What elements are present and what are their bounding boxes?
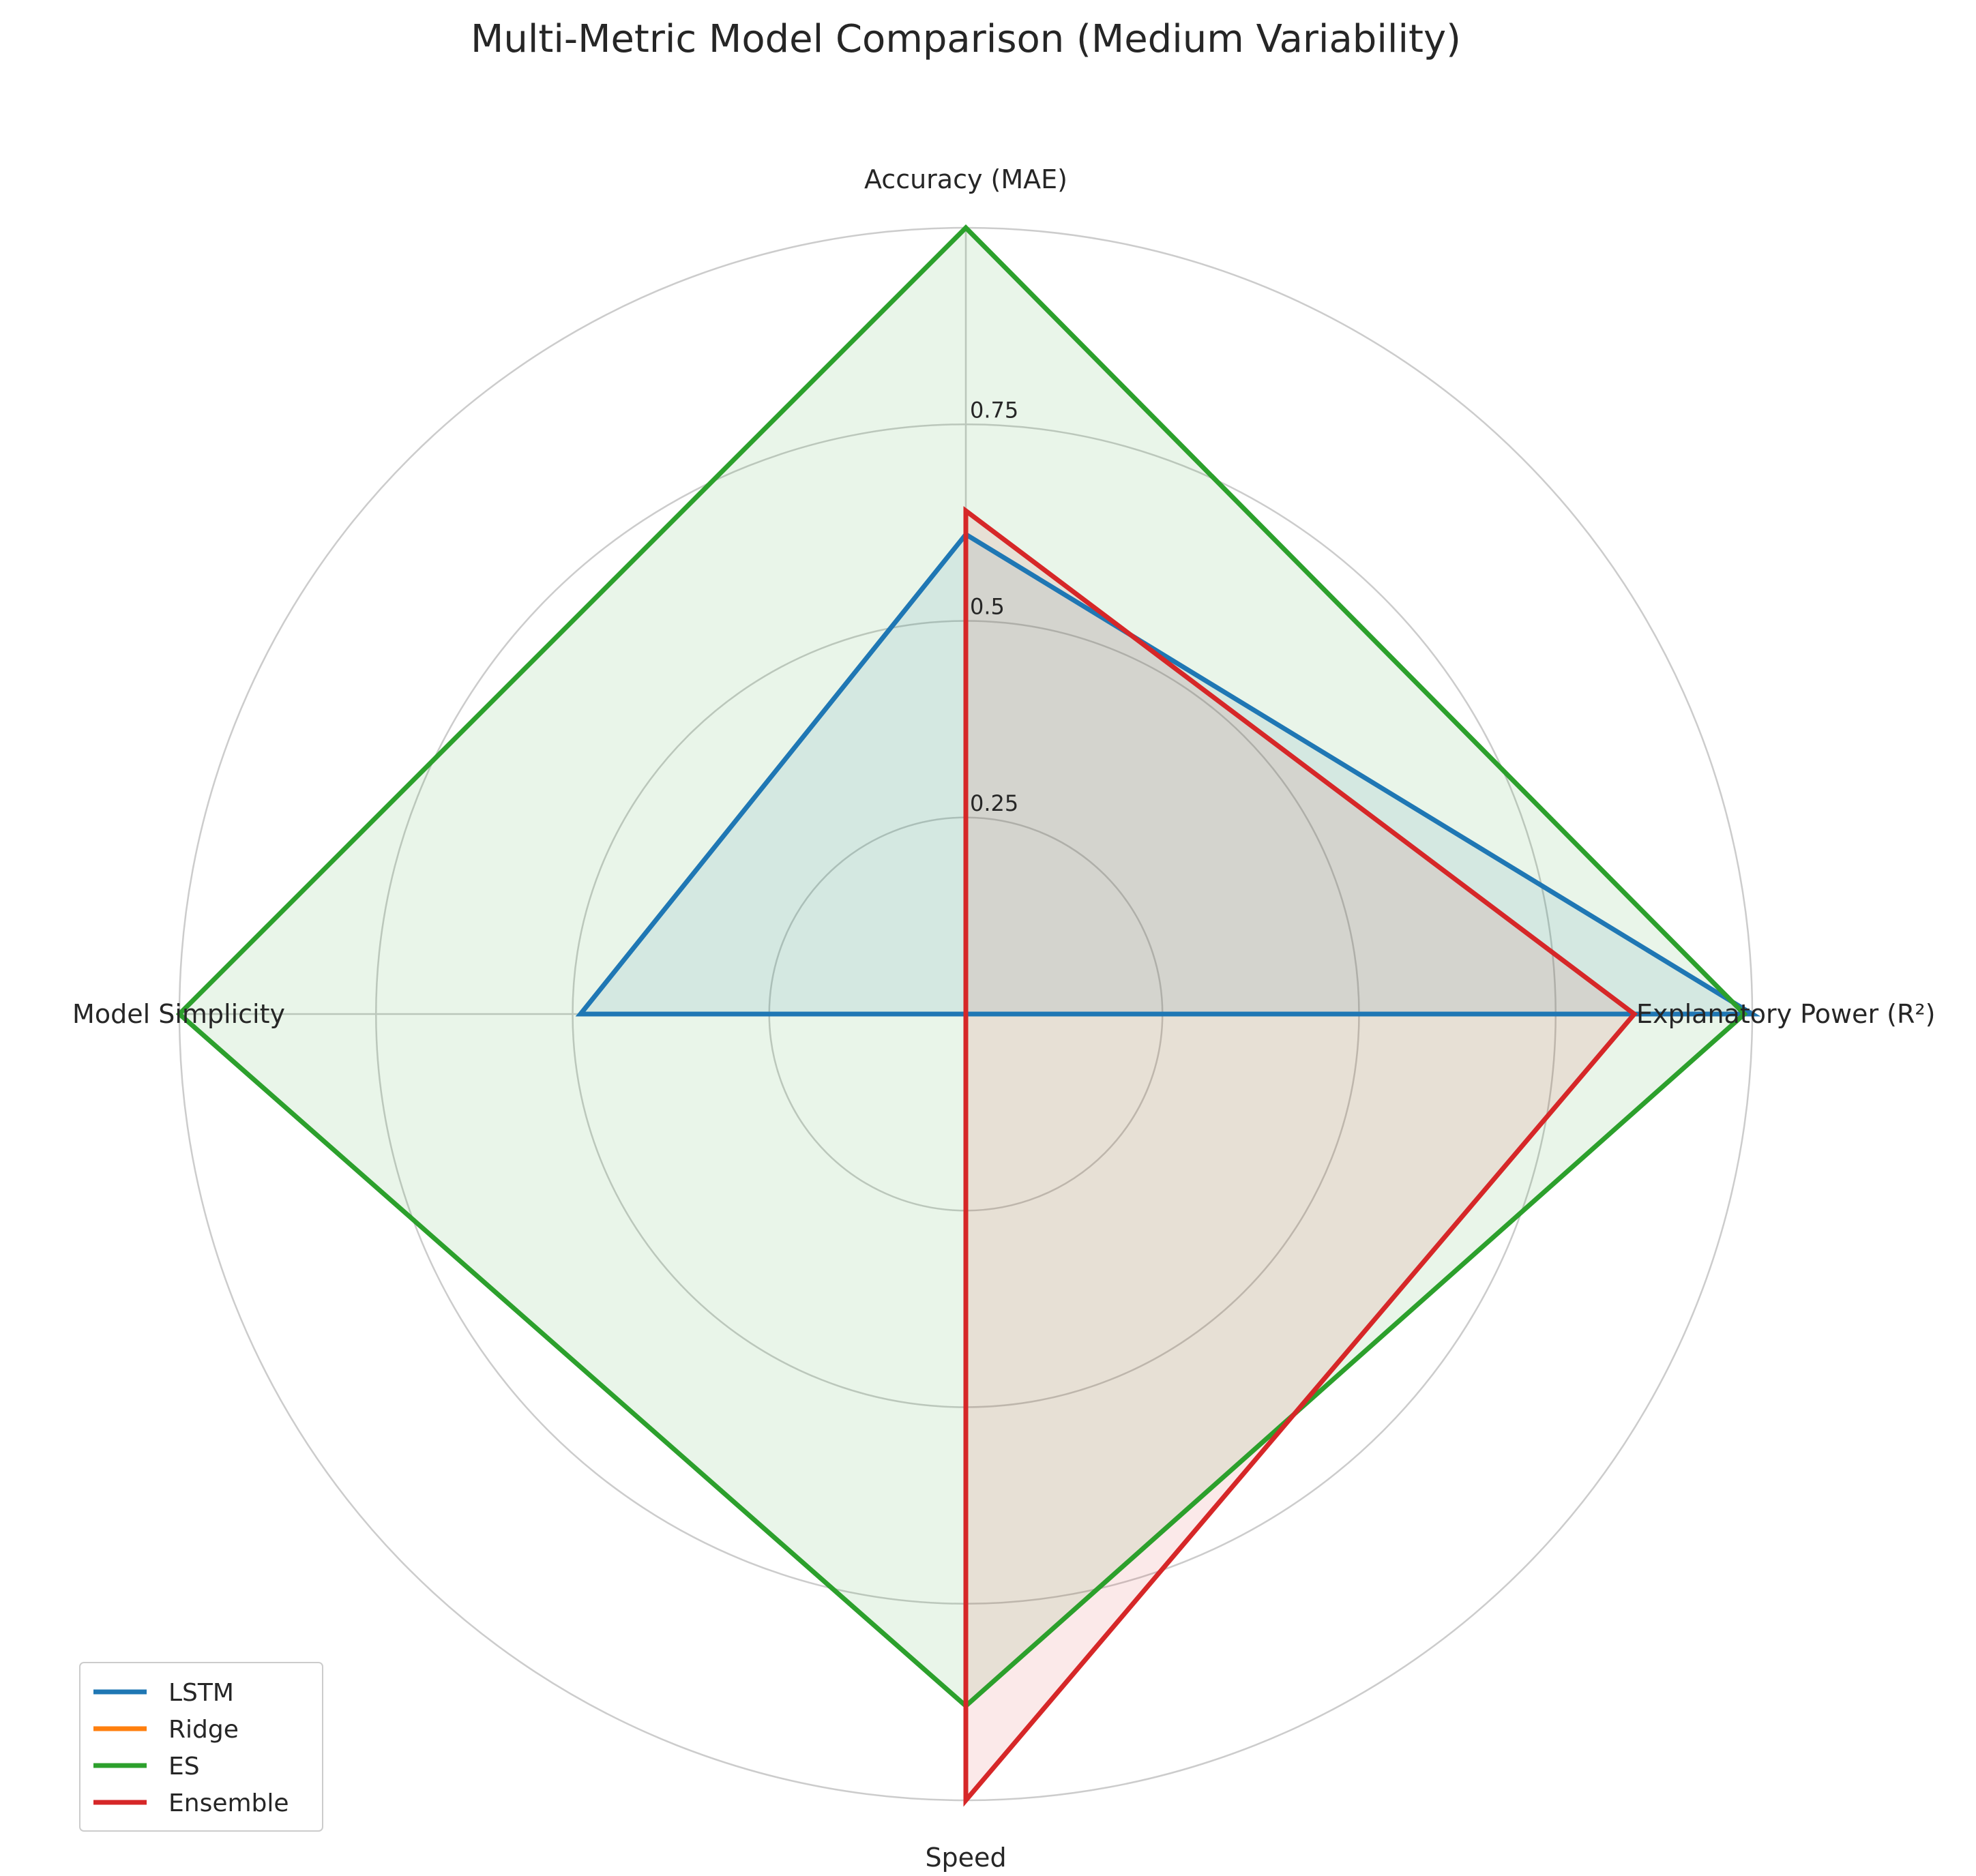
radar-series (175, 224, 1761, 1807)
radial-tick-label: 0.5 (970, 594, 1005, 620)
series-fill-ensemble (966, 511, 1635, 1800)
series-fill-lstm (580, 534, 1752, 1014)
axis-labels: Accuracy (MAE) Explanatory Power (R²) Spee… (72, 164, 1935, 1873)
radial-tick-labels: 0.25 0.5 0.75 (970, 397, 1018, 816)
legend-box (79, 1662, 323, 1832)
radial-tick-label: 0.75 (970, 397, 1018, 423)
axis-label-speed: Speed (925, 1843, 1006, 1873)
legend: LSTM Ridge ES Ensemble (79, 1662, 323, 1832)
legend-label-es: ES (168, 1753, 200, 1781)
chart-title: Multi-Metric Model Comparison (Medium Va… (471, 17, 1461, 61)
legend-items: LSTM Ridge ES Ensemble (93, 1679, 289, 1817)
legend-label-lstm: LSTM (168, 1679, 234, 1707)
axis-label-model-simplicity: Model Simplicity (72, 999, 285, 1029)
radial-tick-label: 0.25 (970, 790, 1018, 816)
axis-label-explanatory-power-r: Explanatory Power (R²) (1636, 999, 1935, 1029)
series-line-ensemble (963, 506, 1638, 1807)
axis-label-accuracy-mae: Accuracy (MAE) (864, 164, 1067, 194)
legend-label-ridge: Ridge (168, 1716, 239, 1744)
legend-label-ensemble: Ensemble (168, 1789, 289, 1817)
series-fill-es (179, 228, 1745, 1706)
